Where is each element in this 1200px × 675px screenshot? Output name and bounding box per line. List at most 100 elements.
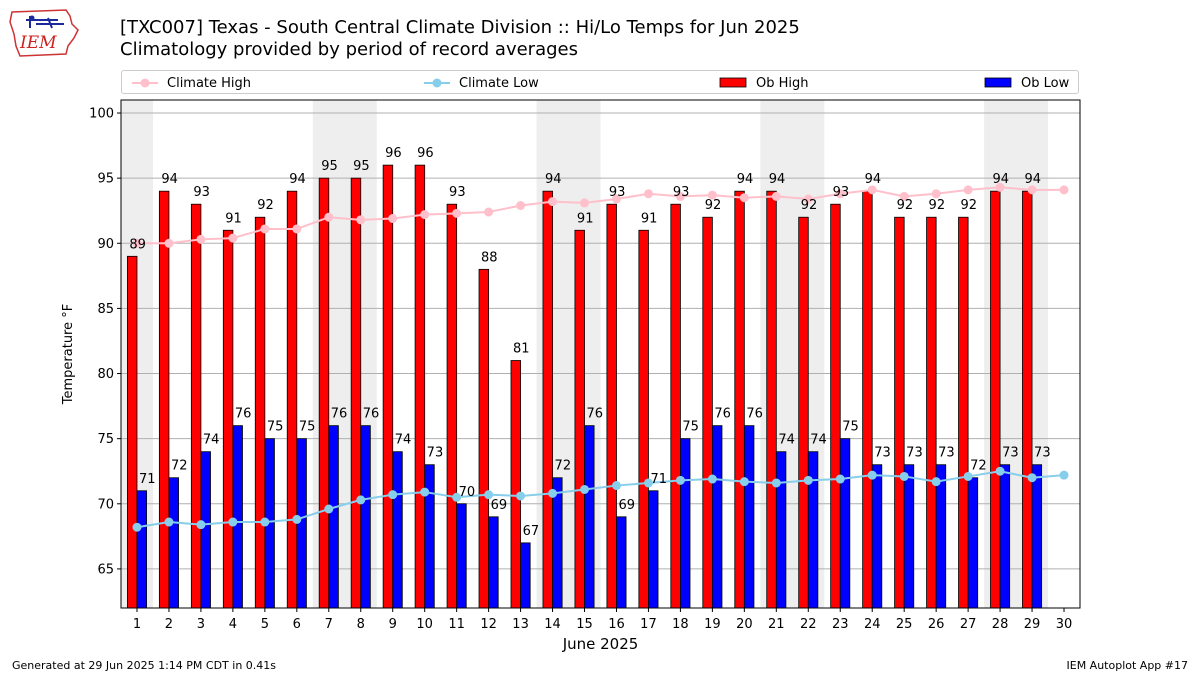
- x-tick-label: 4: [229, 617, 237, 632]
- climate-high-point: [132, 238, 142, 248]
- ob-high-bar: [734, 190, 745, 609]
- x-tick-label: 21: [768, 617, 785, 632]
- climate-low-point: [292, 514, 302, 524]
- ob-low-label: 72: [970, 459, 987, 474]
- ob-low-label: 69: [491, 498, 508, 513]
- ob-high-label: 93: [609, 185, 626, 200]
- climate-high-point: [835, 189, 845, 199]
- ob-high-label: 92: [929, 198, 946, 213]
- x-tick-label: 13: [512, 617, 529, 632]
- ob-high-bar: [830, 203, 841, 609]
- ob-high-label: 94: [161, 172, 178, 187]
- ob-low-label: 71: [139, 472, 156, 487]
- ob-high-bar: [574, 229, 585, 609]
- legend-item-ob-high: Ob High: [719, 74, 809, 92]
- legend-item-climate-low: Climate Low: [424, 74, 539, 92]
- ob-low-label: 76: [587, 407, 604, 422]
- climate-low-point: [643, 478, 653, 488]
- ob-high-bar: [766, 190, 777, 609]
- ob-low-label: 73: [874, 446, 891, 461]
- climate-low-point: [899, 471, 909, 481]
- climate-low-point: [260, 517, 270, 527]
- climate-high-point: [643, 189, 653, 199]
- climate-high-point: [292, 224, 302, 234]
- ob-low-label: 75: [267, 420, 284, 435]
- climate-low-point: [580, 484, 590, 494]
- ob-high-bar: [318, 177, 330, 609]
- climate-low-point: [931, 477, 941, 487]
- climate-low-point: [324, 504, 334, 514]
- ob-high-bar: [990, 190, 1001, 609]
- ob-low-label: 76: [714, 407, 731, 422]
- ob-low-bar: [807, 451, 819, 609]
- ob-low-label: 74: [778, 433, 795, 448]
- logo-text: IEM: [19, 33, 57, 53]
- ob-low-bar: [711, 425, 723, 609]
- ob-low-bar: [775, 451, 787, 609]
- ob-low-label: 76: [746, 407, 763, 422]
- climate-low-point: [484, 490, 494, 500]
- climate-high-point: [388, 214, 398, 224]
- climate-low-point: [516, 491, 526, 501]
- ob-low-label: 75: [682, 420, 699, 435]
- climate-high-swatch: [132, 78, 158, 88]
- y-tick-label: 65: [97, 562, 114, 577]
- x-tick-label: 2: [165, 617, 173, 632]
- climate-low-point: [675, 475, 685, 485]
- x-tick-label: 8: [357, 617, 365, 632]
- ob-high-label: 93: [449, 185, 466, 200]
- y-tick-label: 70: [97, 497, 114, 512]
- legend-item-climate-high: Climate High: [132, 74, 251, 92]
- climate-low-point: [739, 477, 749, 487]
- ob-high-label: 81: [513, 342, 530, 357]
- x-tick-label: 24: [864, 617, 881, 632]
- ob-low-label: 76: [363, 407, 380, 422]
- ob-high-bar: [894, 216, 905, 609]
- x-tick-label: 19: [704, 617, 721, 632]
- legend-label: Ob High: [756, 75, 809, 91]
- ob-high-label: 92: [705, 198, 722, 213]
- climate-high-point: [1027, 185, 1037, 195]
- ob-low-label: 72: [171, 459, 188, 474]
- x-tick-label: 14: [544, 617, 561, 632]
- ob-high-label: 92: [961, 198, 978, 213]
- ob-low-label: 73: [938, 446, 955, 461]
- climate-high-point: [324, 212, 334, 222]
- x-tick-label: 23: [832, 617, 849, 632]
- ob-high-bar: [126, 255, 138, 609]
- climate-low-point: [707, 474, 717, 484]
- climate-low-point: [132, 522, 142, 532]
- ob-high-label: 89: [129, 237, 146, 252]
- climate-low-point: [420, 487, 430, 497]
- ob-high-bar: [638, 229, 649, 609]
- ob-low-label: 69: [618, 498, 635, 513]
- x-tick-label: 30: [1056, 617, 1073, 632]
- climate-high-point: [739, 193, 749, 203]
- climate-high-point: [452, 208, 462, 218]
- ob-high-bar: [158, 190, 170, 609]
- ob-high-bar: [222, 229, 234, 609]
- ob-high-label: 93: [193, 185, 210, 200]
- gridlines: [121, 112, 1080, 570]
- climate-high-point: [771, 191, 781, 201]
- climate-low-point: [196, 520, 206, 530]
- ob-high-bar: [350, 177, 362, 609]
- legend-item-ob-low: Ob Low: [984, 74, 1069, 92]
- legend-label: Climate Low: [459, 75, 539, 91]
- ob-high-label: 94: [1024, 172, 1041, 187]
- ob-high-bar: [798, 216, 809, 609]
- ob-low-bar: [456, 503, 467, 609]
- climate-high-point: [931, 189, 941, 199]
- ob-high-swatch: [719, 77, 747, 88]
- ob-high-label: 96: [417, 146, 434, 161]
- climate-high-point: [228, 233, 238, 243]
- bars: [126, 164, 1043, 609]
- x-tick-label: 25: [896, 617, 913, 632]
- climate-low-point: [611, 481, 621, 491]
- climate-high-point: [164, 238, 174, 248]
- ob-high-bar: [862, 190, 873, 609]
- ob-low-label: 70: [459, 485, 476, 500]
- app-credit: IEM Autoplot App #17: [1066, 659, 1189, 672]
- x-tick-label: 26: [928, 617, 945, 632]
